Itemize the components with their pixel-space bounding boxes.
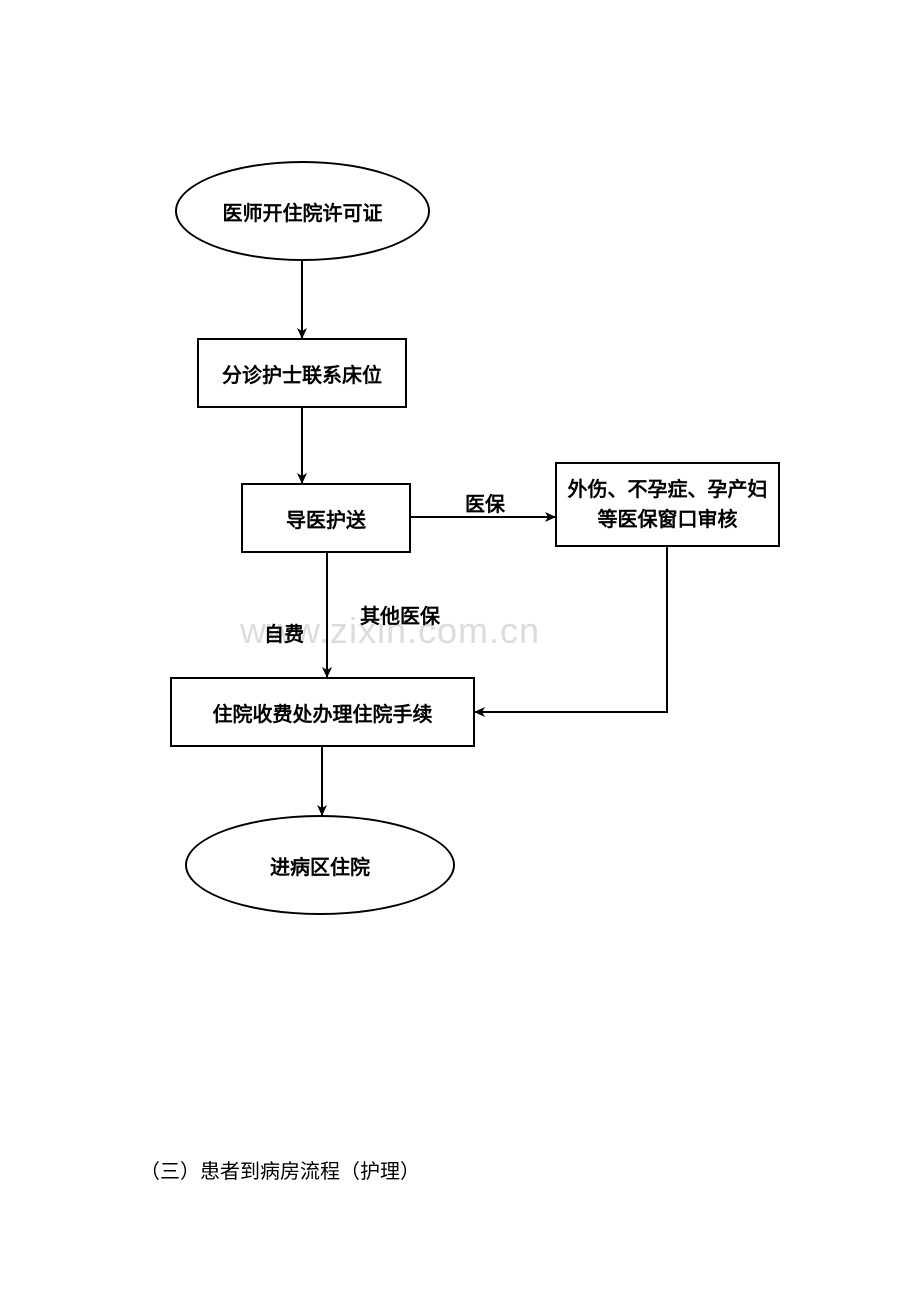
node-billing: 住院收费处办理住院手续 — [170, 677, 475, 747]
edge-label-insurance: 医保 — [465, 488, 505, 517]
flowchart-edges — [0, 0, 920, 1302]
node-escort: 导医护送 — [241, 483, 411, 553]
edge-label-other-insurance: 其他医保 — [360, 600, 440, 629]
node-triage-nurse-label: 分诊护士联系床位 — [222, 359, 382, 388]
node-end-label: 进病区住院 — [270, 851, 370, 880]
node-escort-label: 导医护送 — [286, 504, 366, 533]
node-end: 进病区住院 — [185, 815, 455, 915]
edge-n4-n5 — [475, 547, 667, 712]
flowchart-canvas: www.zixin.com.cn 医师开住院许可证 分诊护士联系床位 导医护送 … — [0, 0, 920, 1302]
node-start: 医师开住院许可证 — [175, 161, 430, 261]
node-billing-label: 住院收费处办理住院手续 — [213, 698, 433, 727]
node-triage-nurse: 分诊护士联系床位 — [197, 338, 407, 408]
section-caption: （三）患者到病房流程（护理） — [140, 1155, 420, 1184]
node-insurance-review-label: 外伤、不孕症、孕产妇等医保窗口审核 — [565, 475, 770, 535]
node-start-label: 医师开住院许可证 — [223, 197, 383, 226]
node-insurance-review: 外伤、不孕症、孕产妇等医保窗口审核 — [555, 462, 780, 547]
edge-label-selfpay: 自费 — [264, 618, 304, 647]
